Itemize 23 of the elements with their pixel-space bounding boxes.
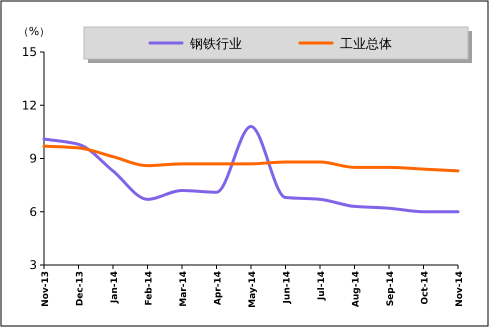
x-tick-label: Jan-14 [110,271,120,304]
y-axis-title: （%） [18,25,50,38]
x-tick-label: Oct-14 [420,271,430,305]
legend-label: 工业总体 [340,37,392,52]
x-tick-label: Jul-14 [317,271,327,302]
x-tick-label: Nov-14 [455,271,465,307]
y-tick-label: 9 [29,152,37,166]
x-tick-label: Apr-14 [214,271,224,306]
x-tick-label: Jun-14 [282,271,292,304]
line-series [42,144,460,172]
x-tick-label: Sep-14 [386,271,396,306]
y-tick-label: 12 [22,98,37,112]
y-tick-label: 15 [22,45,37,59]
y-tick-label: 3 [29,258,37,272]
line-series [42,125,460,214]
x-tick-label: Aug-14 [352,271,362,308]
x-tick-label: Nov-13 [41,271,51,307]
x-tick-label: Mar-14 [179,271,189,307]
x-tick-label: Feb-14 [144,271,154,306]
x-tick-label: Dec-13 [76,271,86,306]
legend-label: 钢铁行业 [189,37,242,52]
x-tick-label: May-14 [248,271,258,308]
y-tick-label: 6 [29,204,37,219]
